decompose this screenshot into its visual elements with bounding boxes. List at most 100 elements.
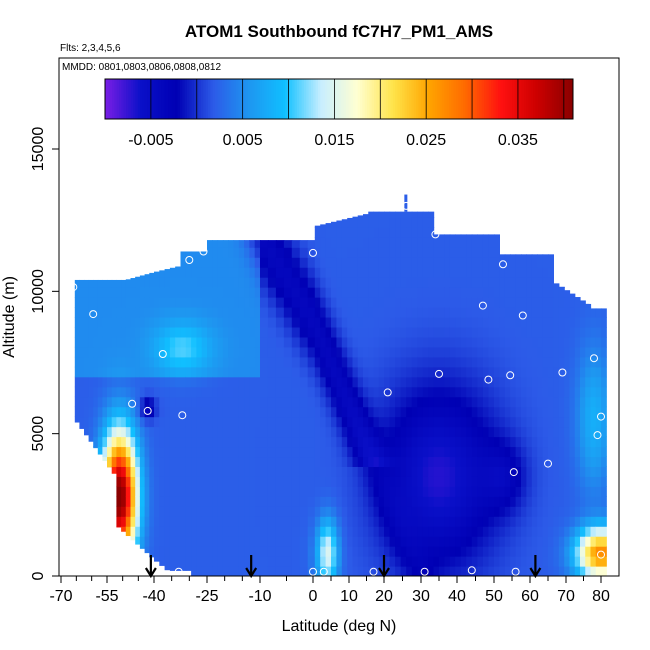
heatmap-cell [291, 356, 301, 368]
heatmap-cell [238, 376, 245, 388]
heatmap-cell [373, 247, 380, 258]
heatmap-cell [510, 277, 517, 288]
heatmap-cell [477, 356, 484, 368]
heatmap-cell [249, 267, 256, 278]
heatmap-cell [601, 496, 607, 507]
heatmap-cell [291, 406, 301, 418]
heatmap-cell [74, 279, 80, 288]
heatmap-cell [384, 306, 391, 318]
heatmap-cell [341, 546, 348, 557]
heatmap-cell [244, 446, 250, 458]
heatmap-cell [102, 326, 108, 338]
heatmap-cell [400, 287, 407, 298]
heatmap-cell [159, 426, 166, 438]
heatmap-cell [417, 506, 424, 517]
heatmap-cell [417, 247, 424, 258]
colorbar-segment [399, 79, 403, 119]
heatmap-cell [378, 416, 385, 428]
heatmap-cell [325, 287, 332, 298]
heatmap-cell [433, 556, 440, 567]
colorbar-segment [551, 79, 555, 119]
heatmap-cell [175, 456, 182, 467]
heatmap-cell [553, 297, 560, 308]
heatmap-cell [553, 326, 560, 338]
x-tick-label: -40 [142, 588, 165, 605]
colorbar-segment [392, 79, 396, 119]
heatmap-cell [149, 446, 155, 458]
heatmap-cell [357, 306, 364, 318]
heatmap-cell [357, 486, 364, 497]
heatmap-cell [217, 456, 224, 467]
heatmap-cell [299, 506, 309, 517]
heatmap-cell [135, 486, 141, 497]
heatmap-cell [510, 406, 517, 418]
heatmap-cell [185, 476, 192, 487]
heatmap-cell [244, 247, 250, 258]
heatmap-cell [217, 240, 224, 248]
heatmap-cell [97, 279, 103, 288]
heatmap-cell [433, 297, 440, 308]
heatmap-cell [574, 406, 581, 418]
heatmap-cell [74, 396, 80, 408]
heatmap-cell [449, 566, 456, 576]
heatmap-cell [217, 476, 224, 487]
heatmap-cell [363, 366, 369, 378]
heatmap-cell [471, 526, 478, 537]
heatmap-cell [222, 486, 229, 497]
heatmap-cell [336, 257, 343, 268]
heatmap-cell [406, 546, 413, 557]
heatmap-cell [352, 297, 359, 308]
heatmap-cell [314, 376, 321, 388]
heatmap-cell [574, 566, 581, 576]
heatmap-cell [260, 426, 269, 438]
heatmap-cell [433, 336, 440, 348]
heatmap-cell [154, 556, 160, 562]
heatmap-cell [601, 416, 607, 428]
heatmap-cell [222, 366, 229, 378]
heatmap-cell [455, 496, 462, 507]
heatmap-cell [244, 376, 250, 388]
heatmap-cell [494, 516, 500, 527]
heatmap-cell [149, 526, 155, 537]
heatmap-cell [212, 257, 219, 268]
heatmap-cell [428, 486, 435, 497]
heatmap-cell [185, 466, 192, 477]
heatmap-cell [488, 234, 495, 238]
heatmap-cell [460, 277, 467, 288]
colorbar-segment [285, 79, 289, 119]
heatmap-cell [154, 476, 160, 487]
heatmap-cell [283, 306, 293, 318]
heatmap-cell [331, 386, 337, 398]
heatmap-cell [482, 566, 490, 576]
heatmap-cell [238, 277, 245, 288]
heatmap-cell [368, 566, 375, 576]
heatmap-cell [149, 406, 155, 418]
heatmap-cell [228, 240, 235, 248]
heatmap-cell [125, 297, 132, 308]
heatmap-cell [439, 566, 445, 576]
heatmap-cell [267, 526, 277, 537]
heatmap-cell [558, 456, 565, 467]
heatmap-cell [389, 336, 396, 348]
heatmap-cell [357, 215, 364, 218]
heatmap-cell [352, 446, 359, 458]
heatmap-cell [180, 496, 187, 507]
heatmap-cell [471, 267, 478, 278]
sample-point [319, 567, 328, 576]
heatmap-cell [254, 316, 261, 328]
heatmap-cell [477, 456, 484, 467]
heatmap-cell [275, 356, 285, 368]
heatmap-cell [482, 386, 490, 398]
heatmap-cell [254, 366, 261, 378]
heatmap-cell [580, 336, 586, 348]
heatmap-cell [411, 211, 418, 218]
heatmap-cell [471, 446, 478, 458]
heatmap-cell [574, 496, 581, 507]
heatmap-cell [395, 227, 402, 238]
colorbar-segment [350, 79, 354, 119]
heatmap-cell [548, 376, 554, 388]
heatmap-cell [471, 506, 478, 517]
heatmap-cell [406, 466, 413, 477]
heatmap-cell [291, 326, 301, 338]
heatmap-cell [363, 306, 369, 318]
